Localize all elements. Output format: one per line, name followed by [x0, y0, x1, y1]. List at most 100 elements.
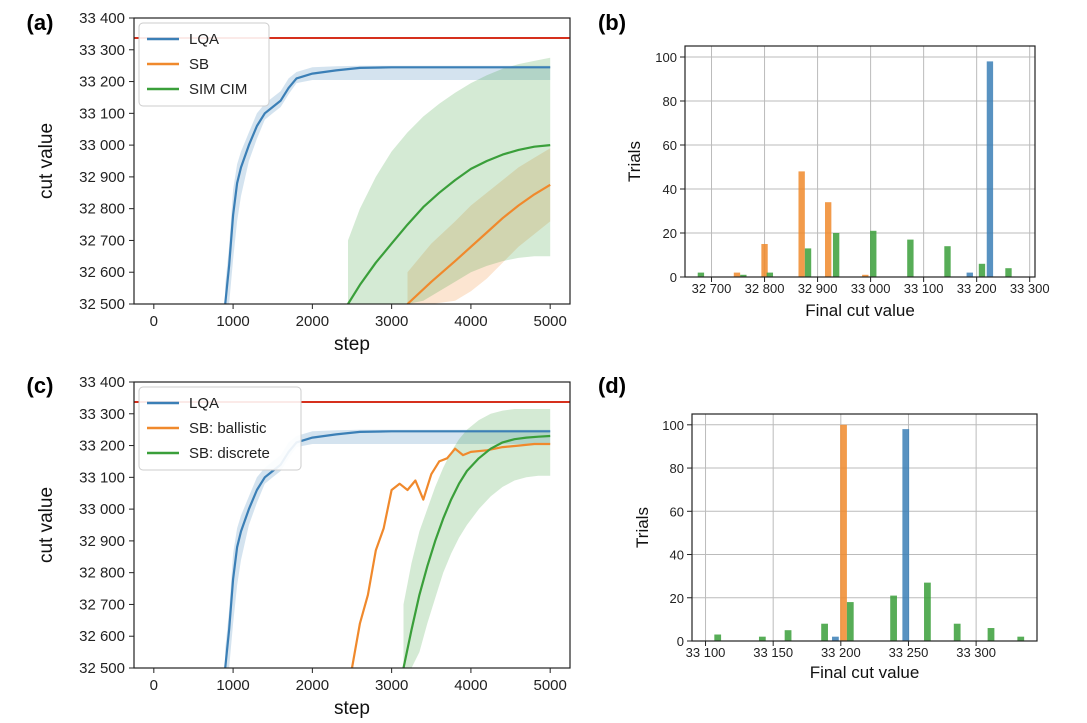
panel-a: 0 1000 2000 3000 4000 5000 32 500 32 600 32 700 3…: [27, 10, 571, 355]
x-tick-label: 3000: [375, 313, 408, 330]
y-tick-label: 32 600: [79, 264, 125, 281]
panel-c: 0 1000 2000 3000 4000 5000 32 500 32 600 32 700 3…: [27, 373, 571, 719]
x-tick-label: 3000: [375, 677, 408, 694]
bar-1: [840, 424, 847, 641]
legend-label: SIM CIM: [189, 81, 247, 98]
y-tick-label: 0: [677, 634, 684, 649]
axes-frame: [133, 381, 571, 669]
x-tick-label: 5000: [533, 677, 566, 694]
series-band-2: [348, 57, 551, 304]
x-tick-label: 1000: [216, 677, 249, 694]
x-tick-label: 4000: [454, 677, 487, 694]
y-tick-label: 40: [670, 548, 684, 563]
series-line-2: [347, 144, 551, 304]
plot-area: [134, 37, 570, 304]
x-tick-label: 32 900: [798, 281, 838, 296]
y-tick-label: 32 600: [79, 628, 125, 645]
y-tick-label: 33 200: [79, 74, 125, 91]
bar-2: [784, 630, 792, 641]
x-tick-label: 0: [150, 313, 158, 330]
bar-2: [944, 246, 951, 277]
bar-2: [740, 274, 747, 277]
legend-label: SB: [189, 56, 209, 73]
y-axis-label: cut value: [36, 487, 57, 563]
x-axis-label: step: [334, 334, 370, 355]
bar-2: [978, 263, 986, 277]
x-tick-label: 33 150: [753, 645, 793, 660]
legend-label: SB: ballistic: [189, 420, 267, 437]
bar-2: [758, 636, 766, 641]
y-tick-label: 33 400: [79, 374, 125, 391]
x-tick-label: 4000: [454, 313, 487, 330]
bar-2: [987, 628, 995, 641]
x-tick-label: 1000: [216, 313, 249, 330]
y-tick-label: 33 400: [79, 10, 125, 27]
legend-box: [138, 22, 270, 107]
y-tick-label: 32 800: [79, 201, 125, 218]
y-tick-label: 60: [663, 138, 677, 153]
y-tick-label: 40: [663, 182, 677, 197]
bar-2: [697, 272, 705, 277]
y-tick-label: 32 700: [79, 232, 125, 249]
bar-0: [966, 272, 973, 277]
bar-2: [766, 272, 774, 277]
x-tick-label: 2000: [296, 677, 329, 694]
x-tick-label: 33 300: [1010, 281, 1050, 296]
plot-area: [697, 61, 1012, 277]
y-tick-label: 80: [670, 461, 684, 476]
x-tick-label: 33 200: [821, 645, 861, 660]
y-tick-label: 20: [663, 226, 677, 241]
x-tick-label: 32 700: [692, 281, 732, 296]
legend: LQA SB: ballistic SB: discrete: [138, 386, 302, 471]
panel-d: 33 100 33 150 33 200 33 250 33 300 0 20 40 60 80 1…: [598, 373, 1038, 682]
bar-2: [714, 634, 722, 641]
y-tick-label: 20: [670, 591, 684, 606]
bar-2: [846, 602, 854, 641]
bar-1: [825, 202, 832, 277]
bar-2: [890, 595, 897, 641]
y-tick-label: 33 300: [79, 42, 125, 59]
legend-label: LQA: [189, 395, 219, 412]
y-tick-label: 0: [670, 270, 677, 285]
series-band-1: [407, 148, 551, 304]
y-tick-label: 32 500: [79, 296, 125, 313]
y-tick-label: 100: [655, 50, 677, 65]
y-tick-label: 60: [670, 504, 684, 519]
x-axis-label: step: [334, 698, 370, 719]
axes-frame: [133, 17, 571, 305]
y-tick-label: 32 800: [79, 565, 125, 582]
bar-1: [798, 171, 805, 277]
y-tick-label: 33 100: [79, 105, 125, 122]
y-tick-label: 32 900: [79, 533, 125, 550]
y-tick-label: 33 000: [79, 137, 125, 154]
panel-letter: (b): [598, 10, 626, 35]
bar-1: [733, 272, 741, 277]
x-tick-label: 0: [150, 677, 158, 694]
series-line-0: [224, 66, 551, 304]
y-tick-label: 33 300: [79, 406, 125, 423]
y-tick-label: 80: [663, 94, 677, 109]
bar-0: [986, 61, 994, 277]
bar-2: [832, 233, 840, 277]
bar-1: [761, 244, 768, 277]
panel-letter: (c): [27, 373, 54, 398]
x-axis-label: Final cut value: [810, 663, 920, 682]
y-tick-label: 32 900: [79, 169, 125, 186]
legend: LQA SB SIM CIM: [138, 22, 270, 107]
legend-label: LQA: [189, 31, 219, 48]
y-tick-label: 33 000: [79, 501, 125, 518]
panel-letter: (d): [598, 373, 626, 398]
y-axis-label: cut value: [36, 123, 57, 199]
y-tick-label: 32 700: [79, 596, 125, 613]
x-axis-label: Final cut value: [805, 301, 915, 320]
panel-letter: (a): [27, 10, 54, 35]
x-tick-label: 33 100: [686, 645, 726, 660]
x-tick-label: 32 800: [745, 281, 785, 296]
x-tick-label: 2000: [296, 313, 329, 330]
bar-2: [924, 582, 931, 641]
bar-1: [862, 274, 869, 277]
x-tick-label: 33 000: [851, 281, 891, 296]
x-tick-label: 33 100: [904, 281, 944, 296]
legend-box: [138, 386, 302, 471]
